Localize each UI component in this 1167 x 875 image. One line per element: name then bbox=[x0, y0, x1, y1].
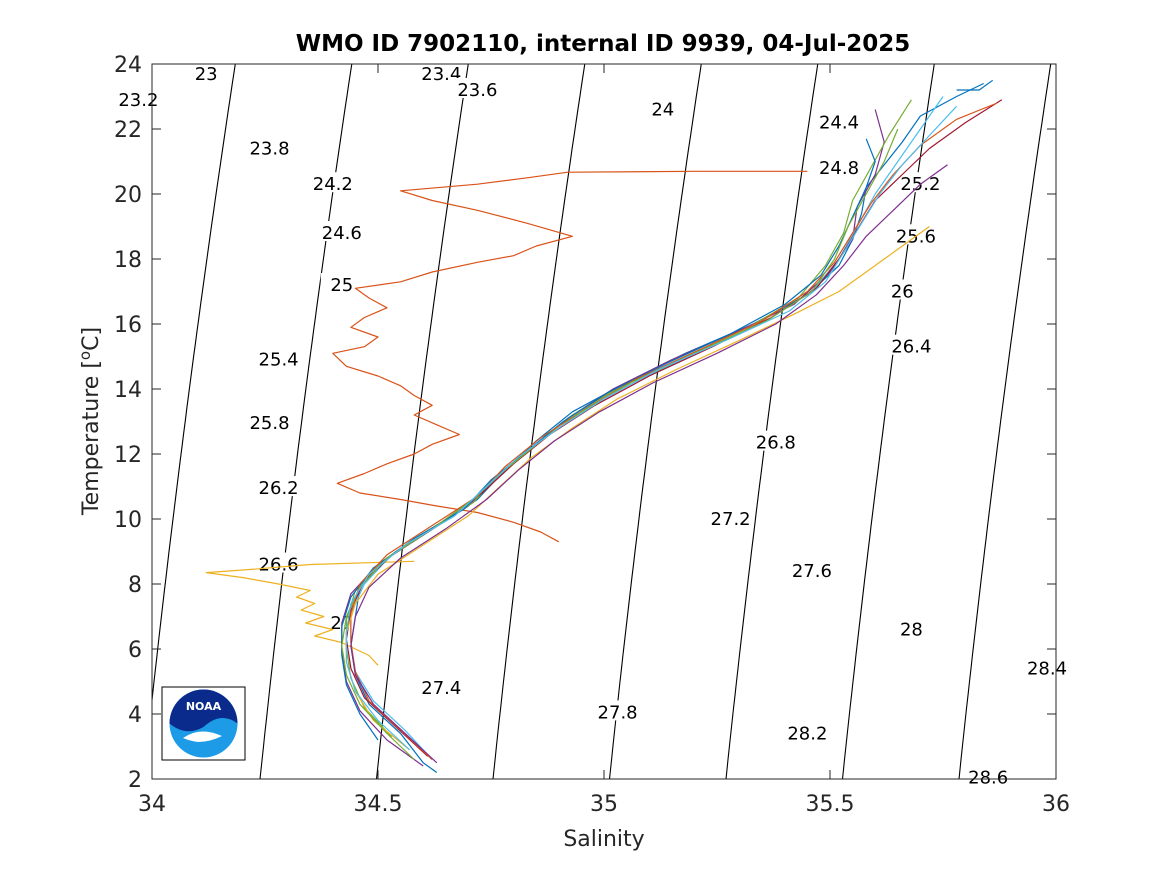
contour-label-background bbox=[257, 347, 300, 368]
x-tick-label: 36 bbox=[1042, 792, 1070, 817]
contour-label: 23.4 bbox=[421, 64, 461, 85]
density-contour-line bbox=[958, 64, 1052, 779]
noaa-logo-gull-icon bbox=[183, 731, 222, 742]
contour-label: 25.8 bbox=[249, 413, 289, 434]
density-contour-line bbox=[152, 64, 236, 706]
x-axis-ticks: 34 34.5 35 35.5 36 bbox=[138, 64, 1070, 817]
density-contour-line bbox=[375, 64, 469, 779]
contour-label: 27.6 bbox=[792, 561, 832, 582]
contour-label: 24.8 bbox=[819, 158, 859, 179]
profile-line-13 bbox=[956, 79, 994, 91]
contour-label-background bbox=[754, 430, 797, 451]
y-tick-label: 16 bbox=[114, 313, 142, 338]
contour-label: 26.4 bbox=[891, 337, 931, 358]
contour-label: 27.8 bbox=[598, 702, 638, 723]
contour-label: 27.2 bbox=[711, 509, 751, 530]
profile-line-0 bbox=[332, 170, 808, 543]
noaa-logo-text: NOAA bbox=[186, 700, 222, 713]
x-tick-label: 34.5 bbox=[354, 792, 403, 817]
contour-label: 23.6 bbox=[457, 80, 497, 101]
y-tick-label: 24 bbox=[114, 53, 142, 78]
contour-label-background bbox=[967, 765, 1010, 786]
contour-label-background bbox=[248, 136, 291, 157]
profile-line-1 bbox=[205, 560, 415, 666]
contour-label: 23.2 bbox=[118, 90, 158, 111]
contour-label-background bbox=[818, 110, 860, 131]
y-tick-label: 2 bbox=[128, 768, 142, 793]
contour-label-background bbox=[420, 676, 463, 696]
contour-label-background bbox=[818, 156, 860, 176]
contour-label: 23.8 bbox=[249, 139, 289, 160]
contour-label-background bbox=[786, 721, 829, 742]
contour-label-background bbox=[596, 700, 639, 721]
y-tick-label: 12 bbox=[114, 443, 142, 468]
contour-label: 26.8 bbox=[756, 433, 796, 454]
density-contour-line bbox=[259, 64, 353, 779]
contour-label-background bbox=[420, 61, 463, 82]
y-tick-label: 20 bbox=[114, 183, 142, 208]
contour-label: 23 bbox=[195, 64, 218, 85]
profile-line-12 bbox=[350, 164, 948, 764]
profile-series bbox=[205, 79, 1003, 773]
contour-label: 26.6 bbox=[259, 555, 299, 576]
contour-label-background bbox=[456, 78, 499, 98]
x-tick-label: 35.5 bbox=[806, 792, 855, 817]
density-contour-line bbox=[725, 64, 819, 779]
contour-label-background bbox=[1026, 656, 1068, 677]
contour-label-background bbox=[709, 507, 752, 527]
contour-label-background bbox=[890, 617, 933, 638]
contour-label-background bbox=[641, 97, 684, 118]
density-contour-line bbox=[608, 64, 702, 779]
y-tick-label: 18 bbox=[114, 248, 142, 273]
y-tick-label: 10 bbox=[114, 508, 142, 533]
y-axis-label: Temperature [oC] bbox=[76, 327, 104, 516]
chart-title: WMO ID 7902110, internal ID 9939, 04-Jul… bbox=[296, 31, 911, 57]
profile-line-10 bbox=[341, 128, 899, 760]
contour-label: 28.2 bbox=[787, 724, 827, 745]
x-tick-label: 34 bbox=[138, 792, 166, 817]
contour-label: 26 bbox=[891, 282, 914, 303]
density-contour-line bbox=[841, 64, 935, 779]
contour-label: 24.4 bbox=[819, 113, 859, 134]
contour-label: 25.4 bbox=[259, 350, 299, 371]
contour-label: 26.2 bbox=[259, 478, 299, 499]
y-tick-label: 14 bbox=[114, 378, 142, 403]
y-tick-label: 22 bbox=[114, 118, 142, 143]
contour-label: 24.2 bbox=[313, 174, 353, 195]
contour-label-background bbox=[257, 476, 300, 497]
contour-label-background bbox=[881, 279, 924, 300]
y-tick-label: 8 bbox=[128, 573, 142, 598]
contour-label-background bbox=[185, 61, 228, 82]
contour-label: 28.4 bbox=[1027, 659, 1067, 680]
contour-label: 24.6 bbox=[322, 223, 362, 244]
contour-label-background bbox=[117, 87, 160, 108]
contour-label-background bbox=[890, 334, 933, 355]
x-tick-label: 35 bbox=[590, 792, 618, 817]
contour-label-background bbox=[790, 559, 833, 579]
x-axis-label: Salinity bbox=[563, 827, 644, 852]
density-contours bbox=[152, 64, 1052, 779]
contour-label-background bbox=[311, 172, 354, 193]
noaa-logo-top bbox=[169, 689, 238, 732]
density-contour-line bbox=[492, 64, 586, 779]
contour-label: 24 bbox=[651, 100, 674, 121]
y-tick-label: 6 bbox=[128, 638, 142, 663]
profile-line-11 bbox=[345, 105, 958, 751]
contour-label-background bbox=[320, 221, 363, 241]
contour-label: 28.6 bbox=[968, 767, 1008, 788]
y-tick-label: 4 bbox=[128, 703, 142, 728]
noaa-logo: NOAA bbox=[161, 686, 246, 761]
contour-label-background bbox=[320, 273, 363, 293]
contour-label: 27.4 bbox=[421, 678, 461, 699]
contour-label: 28 bbox=[900, 620, 923, 641]
contour-label-background bbox=[248, 411, 291, 432]
contour-label: 25 bbox=[330, 275, 353, 296]
